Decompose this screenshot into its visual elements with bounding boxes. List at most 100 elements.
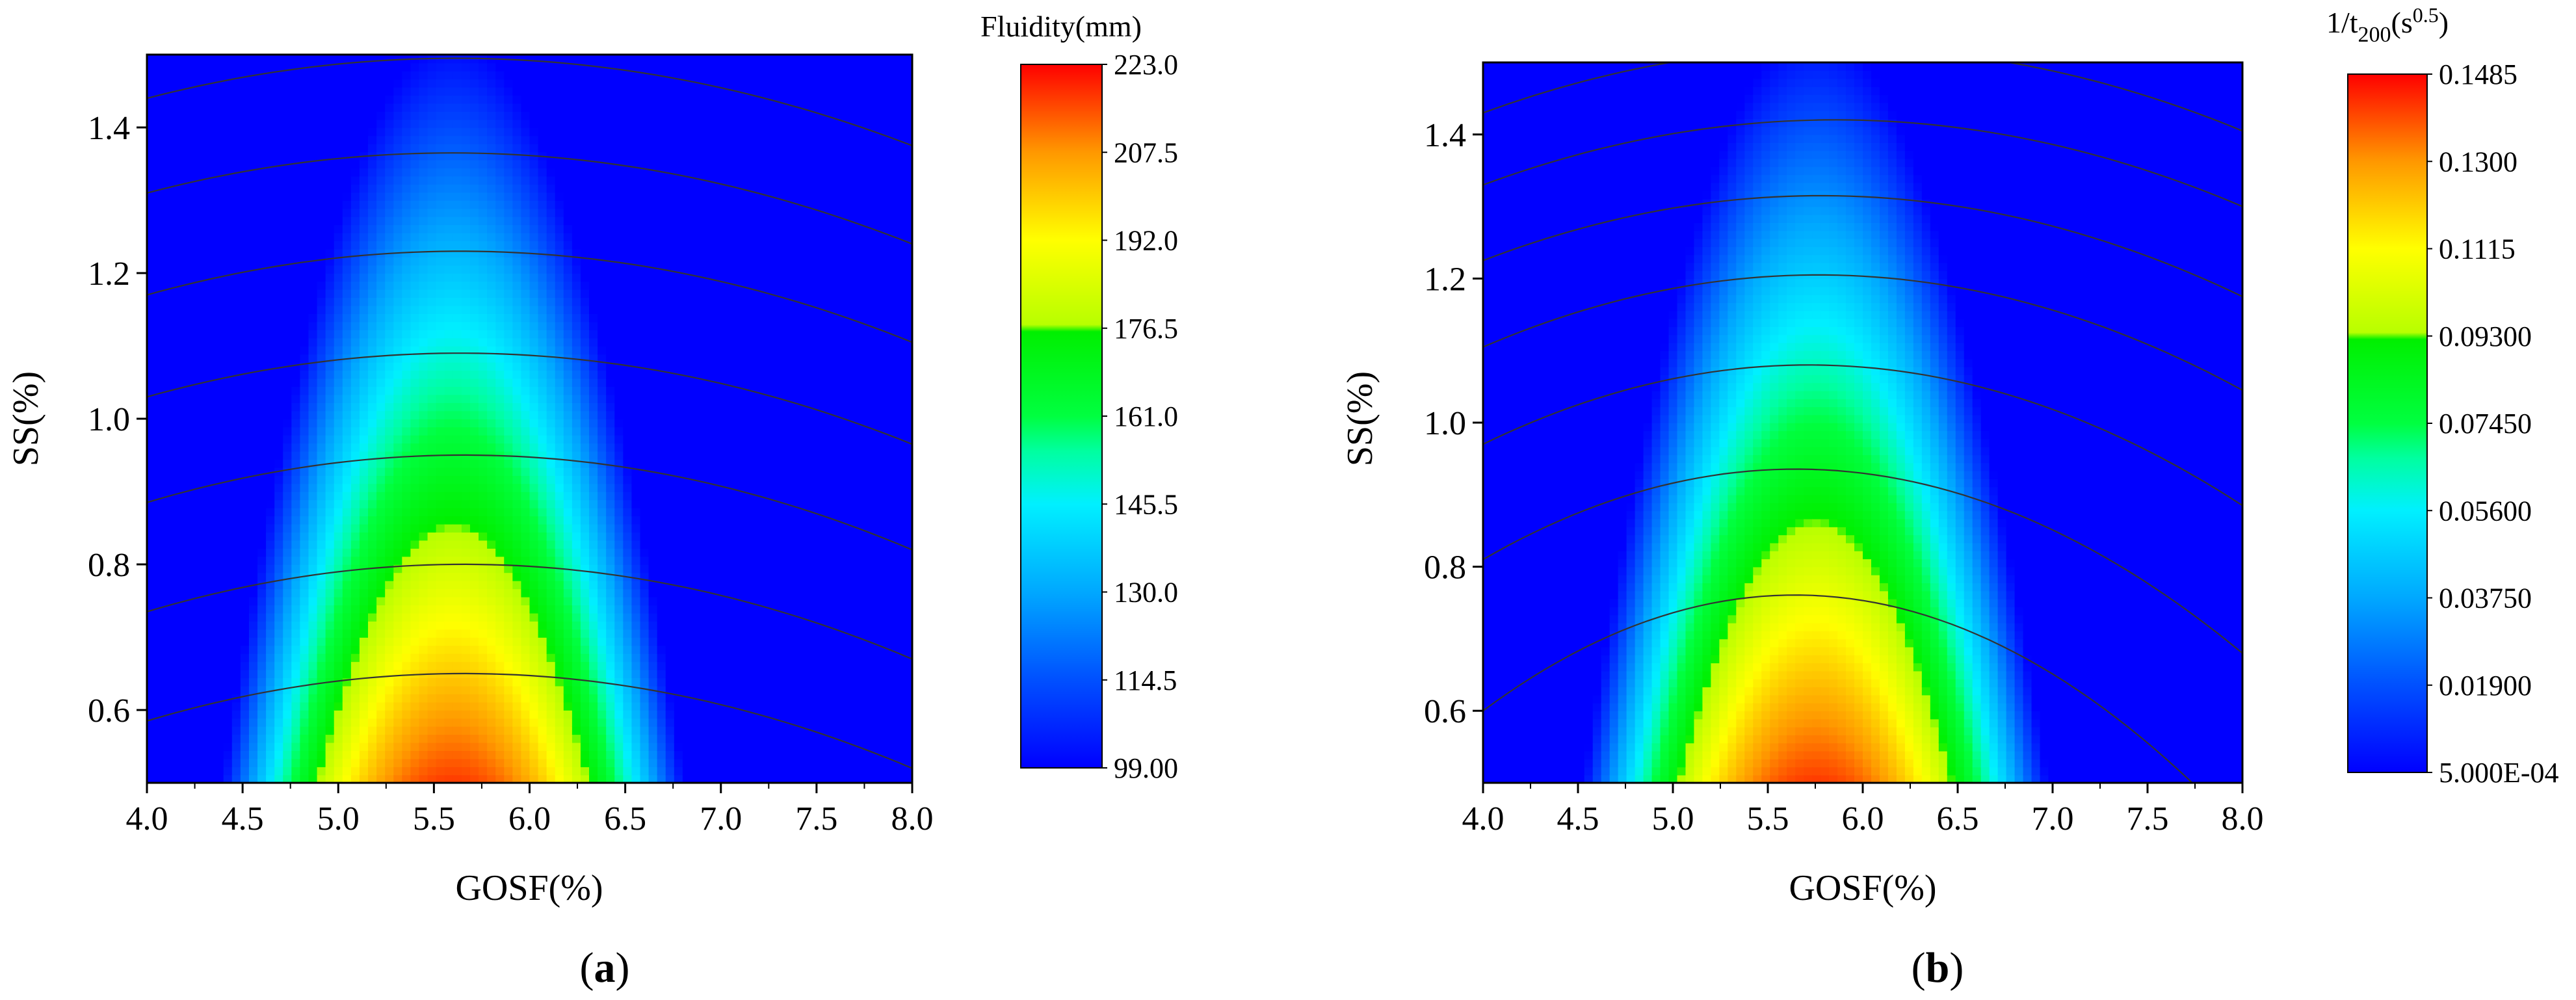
heatmap-cell <box>572 103 581 112</box>
heatmap-cell <box>461 467 471 476</box>
heatmap-cell <box>359 492 369 501</box>
heatmap-cell <box>189 337 199 347</box>
heatmap-cell <box>189 710 199 719</box>
heatmap-cell <box>257 588 267 598</box>
heatmap-cell <box>291 612 301 622</box>
heatmap-cell <box>155 127 164 137</box>
heatmap-cell <box>342 394 352 403</box>
heatmap-cell <box>538 86 547 96</box>
heatmap-cell <box>572 265 581 274</box>
heatmap-cell <box>538 281 547 290</box>
heatmap-cell <box>240 305 250 315</box>
heatmap-cell <box>350 70 360 80</box>
heatmap-cell <box>317 394 326 403</box>
heatmap-cell <box>461 297 471 306</box>
heatmap-cell <box>453 718 462 727</box>
heatmap-cell <box>376 548 386 557</box>
heatmap-cell <box>334 337 343 347</box>
heatmap-cell <box>419 661 428 670</box>
heatmap-cell <box>257 216 267 226</box>
heatmap-cell <box>248 111 258 120</box>
heatmap-cell <box>283 507 293 517</box>
heatmap-cell <box>529 289 539 298</box>
heatmap-cell <box>376 273 386 282</box>
heatmap-cell <box>274 774 284 783</box>
heatmap-cell <box>538 612 547 622</box>
heatmap-cell <box>555 726 564 735</box>
heatmap-cell <box>436 151 445 161</box>
heatmap-cell <box>410 726 420 735</box>
heatmap-cell <box>598 386 607 395</box>
heatmap-cell <box>598 702 607 711</box>
heatmap-cell <box>274 419 284 428</box>
heatmap-cell <box>231 208 241 217</box>
heatmap-cell <box>317 159 326 169</box>
heatmap-cell <box>274 427 284 436</box>
heatmap-cell <box>402 516 412 525</box>
heatmap-cell <box>521 151 531 161</box>
heatmap-cell <box>495 159 505 169</box>
heatmap-cell <box>198 694 207 703</box>
heatmap-cell <box>402 702 412 711</box>
heatmap-cell <box>461 523 471 533</box>
heatmap-cell <box>223 127 233 137</box>
heatmap-cell <box>257 257 267 266</box>
heatmap-cell <box>181 750 191 759</box>
heatmap-cell <box>206 459 216 468</box>
heatmap-cell <box>479 127 488 137</box>
heatmap-cell <box>427 70 437 80</box>
heatmap-cell <box>147 337 156 347</box>
heatmap-cell <box>231 289 241 298</box>
heatmap-cell <box>368 475 377 484</box>
heatmap-cell <box>198 281 207 290</box>
heatmap-cell <box>266 596 275 606</box>
heatmap-cell <box>385 548 395 557</box>
heatmap-cell <box>410 184 420 193</box>
heatmap-cell <box>606 750 616 759</box>
heatmap-cell <box>521 111 531 120</box>
heatmap-cell <box>402 192 412 201</box>
heatmap-cell <box>300 774 309 783</box>
heatmap-cell <box>334 289 343 298</box>
heatmap-cell <box>598 159 607 169</box>
heatmap-cell <box>614 434 624 444</box>
heatmap-cell <box>164 459 174 468</box>
heatmap-cell <box>368 483 377 492</box>
heatmap-cell <box>155 119 164 128</box>
heatmap-cell <box>215 241 224 250</box>
heatmap-cell <box>317 273 326 282</box>
heatmap-cell <box>334 119 343 128</box>
heatmap-cell <box>231 767 241 776</box>
heatmap-cell <box>189 532 199 541</box>
heatmap-cell <box>393 734 403 743</box>
heatmap-cell <box>410 248 420 257</box>
heatmap-cell <box>198 70 207 80</box>
heatmap-cell <box>529 135 539 144</box>
heatmap-cell <box>231 419 241 428</box>
heatmap-cell <box>172 637 182 646</box>
heatmap-cell <box>469 265 479 274</box>
heatmap-cell <box>402 394 412 403</box>
heatmap-cell <box>555 653 564 663</box>
heatmap-cell <box>325 281 335 290</box>
heatmap-cell <box>325 111 335 120</box>
heatmap-cell <box>606 661 616 670</box>
heatmap-cell <box>215 475 224 484</box>
heatmap-cell <box>512 135 522 144</box>
heatmap-cell <box>521 119 531 128</box>
heatmap-cell <box>240 710 250 719</box>
heatmap-cell <box>504 661 514 670</box>
heatmap-cell <box>427 605 437 614</box>
heatmap-cell <box>350 208 360 217</box>
heatmap-cell <box>487 410 496 419</box>
heatmap-cell <box>308 127 318 137</box>
heatmap-cell <box>487 499 496 508</box>
heatmap-cell <box>614 637 624 646</box>
heatmap-cell <box>606 726 616 735</box>
heatmap-cell <box>231 758 241 767</box>
heatmap-cell <box>368 548 377 557</box>
heatmap-cell <box>189 208 199 217</box>
heatmap-cell <box>317 637 326 646</box>
heatmap-cell <box>436 289 445 298</box>
heatmap-cell <box>427 726 437 735</box>
